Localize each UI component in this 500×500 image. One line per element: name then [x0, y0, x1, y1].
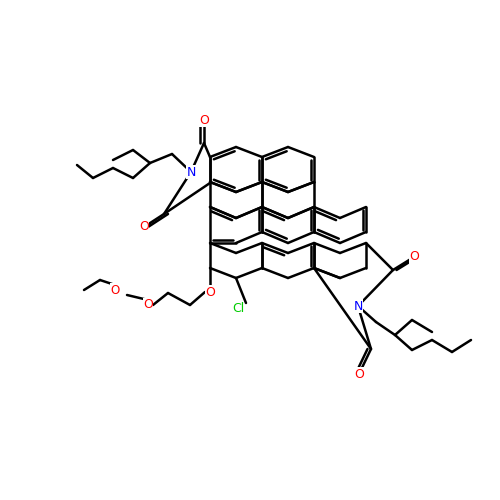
Text: N: N	[186, 166, 196, 178]
Text: O: O	[205, 286, 215, 298]
Text: O: O	[409, 250, 419, 264]
Text: N: N	[354, 300, 362, 312]
Text: O: O	[110, 284, 120, 296]
Text: O: O	[354, 368, 364, 380]
Text: Cl: Cl	[232, 302, 244, 314]
Text: O: O	[143, 298, 153, 312]
Text: O: O	[139, 220, 149, 234]
Text: O: O	[199, 114, 209, 126]
